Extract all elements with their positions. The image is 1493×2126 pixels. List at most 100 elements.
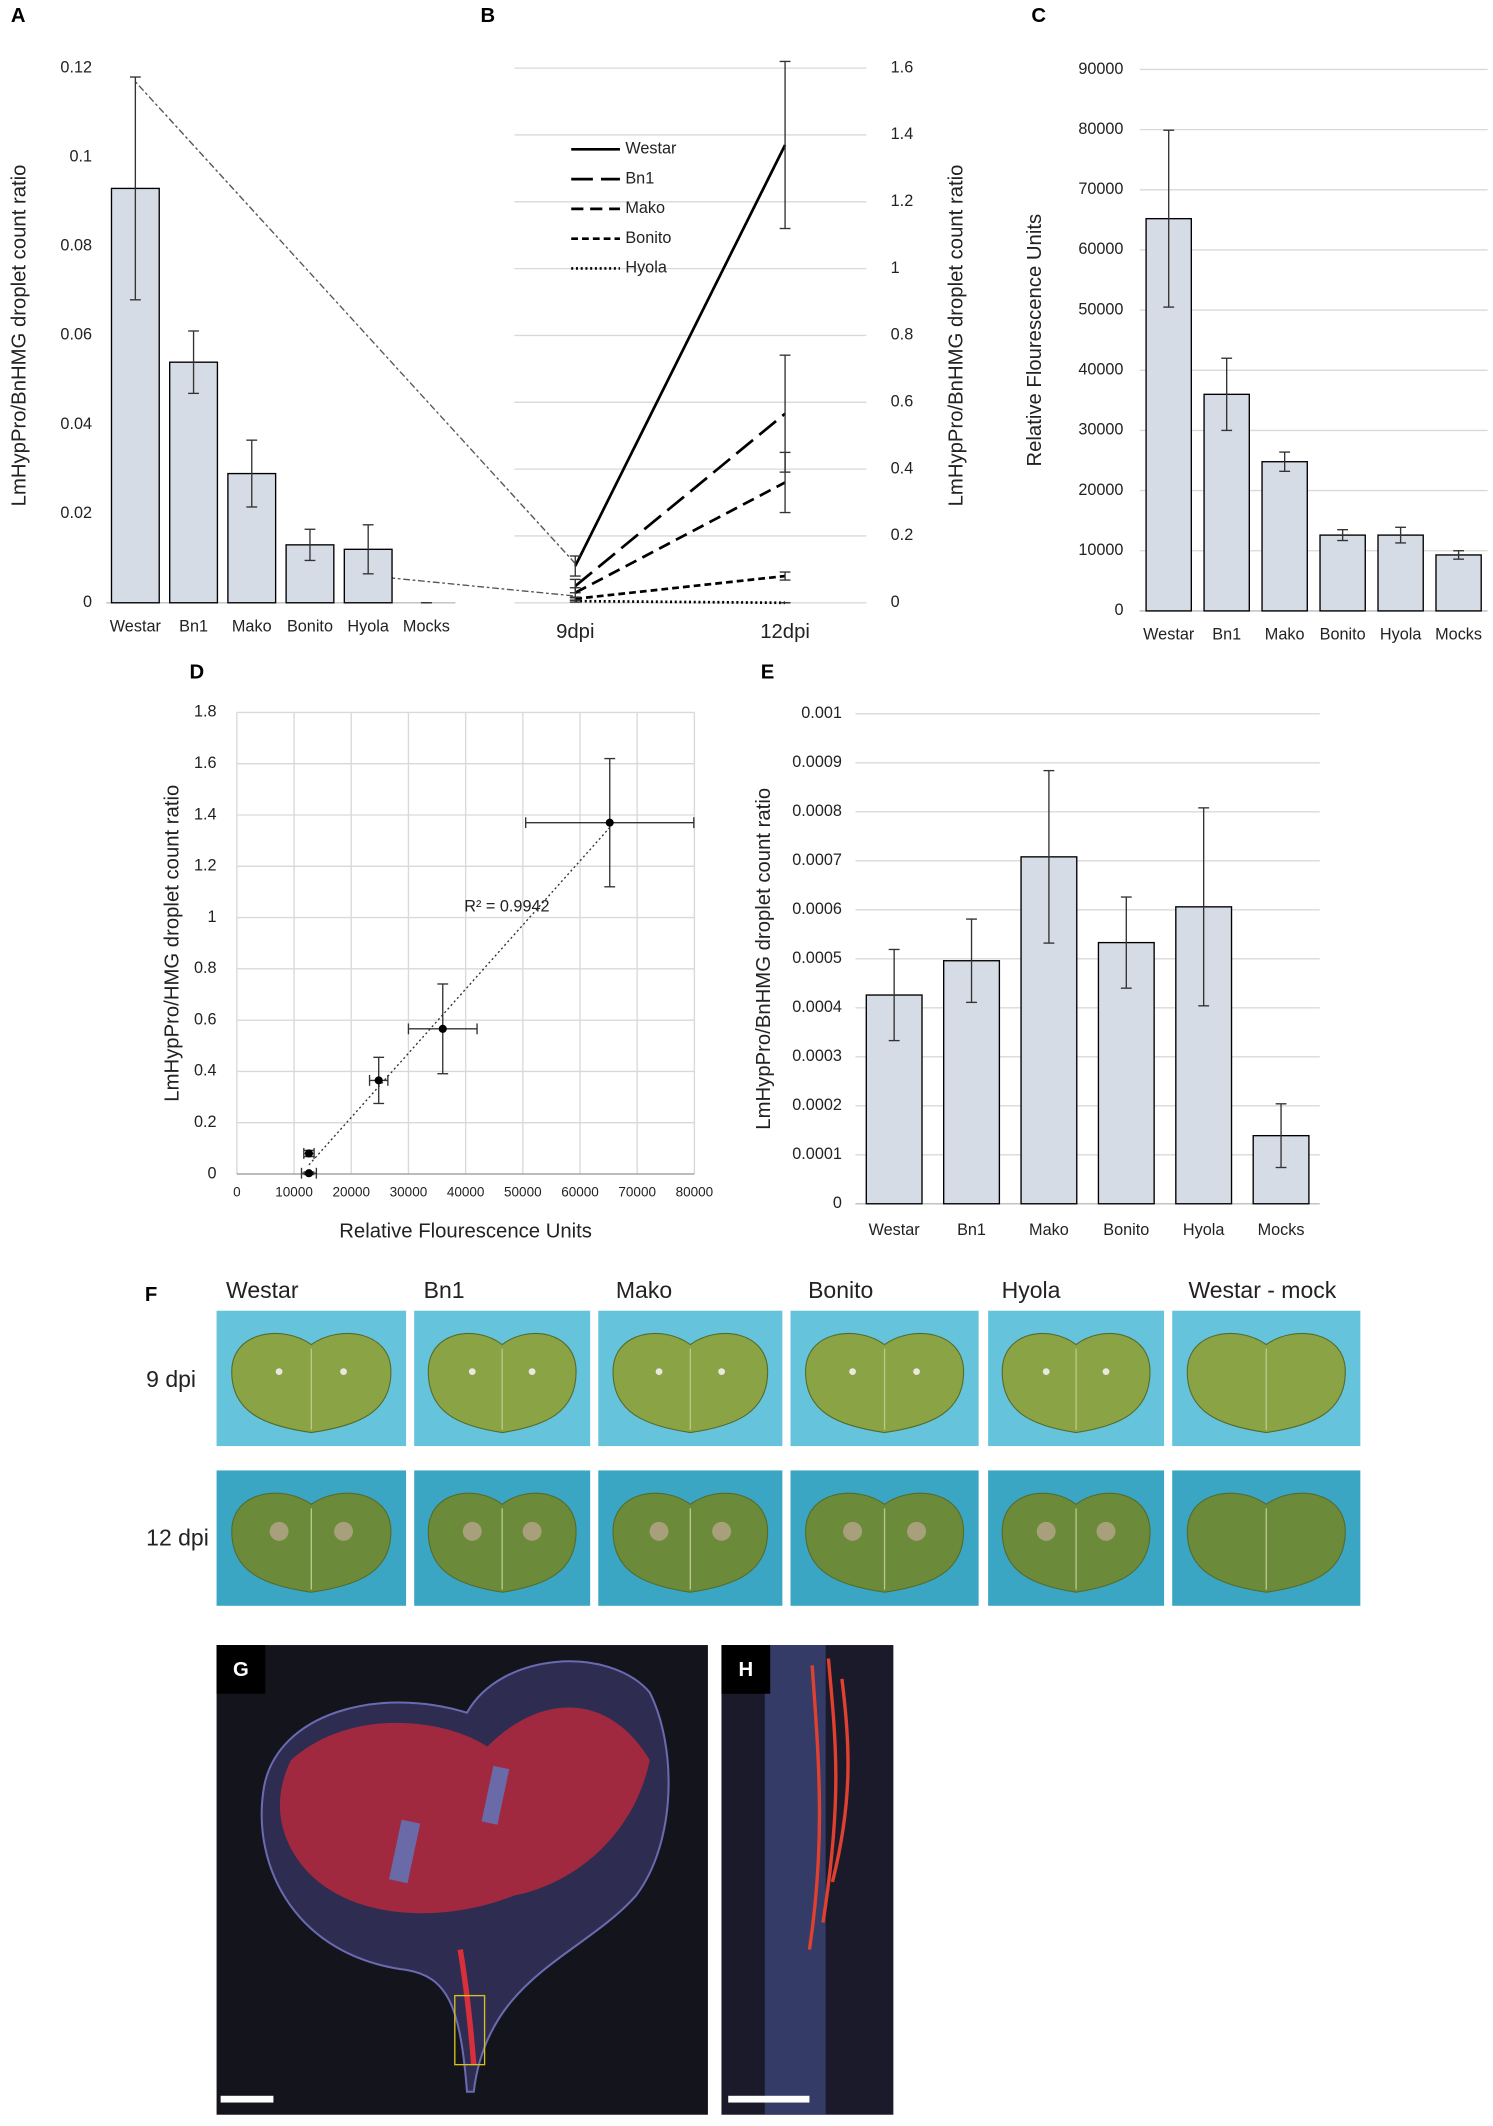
x-tick-label: Hyola <box>347 617 389 635</box>
x-tick-label: Mocks <box>1258 1221 1305 1239</box>
point <box>438 1024 447 1033</box>
y-tick-label: 0.0008 <box>792 802 842 820</box>
y-tick-label: 0 <box>891 593 900 611</box>
scale-bar <box>728 2095 810 2103</box>
lesion <box>528 1368 536 1376</box>
x-tick-label: 50000 <box>504 1185 542 1200</box>
y-tick-label: 0.001 <box>801 704 842 722</box>
x-axis-label: Relative Flourescence Units <box>339 1221 592 1243</box>
x-tick-label: 9dpi <box>556 621 594 643</box>
y-tick-label: 0.02 <box>60 504 92 522</box>
panel-letter: C <box>1031 5 1046 27</box>
x-tick-label: Mocks <box>403 617 450 635</box>
scale-bar <box>220 2095 274 2103</box>
lesion <box>655 1368 663 1376</box>
point <box>605 818 614 827</box>
y-tick-label: 1 <box>891 259 900 277</box>
x-tick-label: Westar <box>110 617 162 635</box>
hyphae <box>807 1658 850 1950</box>
legend-label: Bn1 <box>625 169 654 187</box>
y-tick-label: 0 <box>1114 601 1123 619</box>
y-tick-label: 0.12 <box>60 58 92 76</box>
lesion <box>1042 1368 1050 1376</box>
y-axis-label: LmHypPro/BnHMG droplet count ratio <box>945 165 967 507</box>
x-tick-label: 80000 <box>676 1185 714 1200</box>
lesion <box>468 1368 476 1376</box>
row-label: 12 dpi <box>146 1525 209 1551</box>
lesion <box>388 1819 421 1884</box>
x-tick-label: Mako <box>1265 626 1305 644</box>
y-tick-label: 90000 <box>1078 60 1123 78</box>
y-tick-label: 0.0005 <box>792 949 842 967</box>
x-tick-label: Bn1 <box>1212 626 1241 644</box>
y-tick-label: 1.4 <box>194 805 217 823</box>
y-tick-label: 0.2 <box>194 1113 217 1131</box>
lesion <box>718 1368 726 1376</box>
point <box>374 1076 383 1085</box>
x-tick-label: 60000 <box>561 1185 599 1200</box>
y-tick-label: 0.08 <box>60 237 92 255</box>
legend-label: Hyola <box>625 259 667 277</box>
label-box <box>216 1645 266 1694</box>
column-label: Westar <box>226 1277 299 1303</box>
y-tick-label: 0.06 <box>60 326 92 344</box>
lesion <box>275 1368 283 1376</box>
lesion <box>269 1521 289 1541</box>
y-tick-label: 60000 <box>1078 240 1123 258</box>
y-tick-label: 50000 <box>1078 300 1123 318</box>
lesion <box>1102 1368 1110 1376</box>
annotation: R² = 0.9942 <box>464 898 549 916</box>
panel-letter: E <box>761 662 775 684</box>
legend-label: Bonito <box>625 229 671 247</box>
x-tick-label: 30000 <box>390 1185 428 1200</box>
x-tick-label: Bonito <box>1320 626 1366 644</box>
y-tick-label: 1 <box>208 908 217 926</box>
y-tick-label: 40000 <box>1078 361 1123 379</box>
y-tick-label: 0.0006 <box>792 900 842 918</box>
trend-line <box>308 827 611 1166</box>
y-tick-label: 0.4 <box>891 459 914 477</box>
y-tick-label: 0.8 <box>194 959 217 977</box>
y-tick-label: 0.6 <box>194 1010 217 1028</box>
lesion <box>843 1521 863 1541</box>
x-tick-label: Mako <box>232 617 272 635</box>
bar <box>169 361 219 604</box>
lesion <box>712 1521 732 1541</box>
x-tick-label: Bonito <box>1103 1221 1149 1239</box>
x-tick-label: Bn1 <box>957 1221 986 1239</box>
y-tick-label: 1.2 <box>194 857 217 875</box>
lesion <box>462 1521 482 1541</box>
y-tick-label: 20000 <box>1078 481 1123 499</box>
y-axis-label: LmHypPro/BnHMG droplet count ratio <box>9 165 31 507</box>
panel-letter: B <box>481 5 496 27</box>
x-tick-label: Hyola <box>1380 626 1422 644</box>
lesion <box>649 1521 669 1541</box>
x-tick-label: Bonito <box>287 617 333 635</box>
y-tick-label: 0.04 <box>60 415 92 433</box>
line-series <box>575 599 786 605</box>
bar <box>1261 461 1308 612</box>
y-tick-label: 0 <box>83 593 92 611</box>
x-tick-label: Hyola <box>1183 1221 1225 1239</box>
lesion <box>522 1521 542 1541</box>
y-tick-label: 0.4 <box>194 1062 217 1080</box>
lesion <box>334 1521 354 1541</box>
x-tick-label: 70000 <box>618 1185 656 1200</box>
bar <box>1377 534 1424 612</box>
legend-label: Westar <box>625 140 677 158</box>
highlight-box <box>454 1994 486 2066</box>
y-tick-label: 1.2 <box>891 192 914 210</box>
connector <box>368 575 576 597</box>
column-label: Westar - mock <box>1188 1277 1336 1303</box>
bar <box>1319 534 1366 612</box>
y-tick-label: 1.8 <box>194 703 217 721</box>
hyphae <box>279 1707 650 1914</box>
x-tick-label: 10000 <box>275 1185 313 1200</box>
y-tick-label: 0.0004 <box>792 998 842 1016</box>
panel-letter: D <box>190 662 205 684</box>
x-tick-label: 40000 <box>447 1185 485 1200</box>
column-label: Hyola <box>1002 1277 1061 1303</box>
line-series <box>575 574 786 601</box>
x-tick-label: 12dpi <box>760 621 810 643</box>
